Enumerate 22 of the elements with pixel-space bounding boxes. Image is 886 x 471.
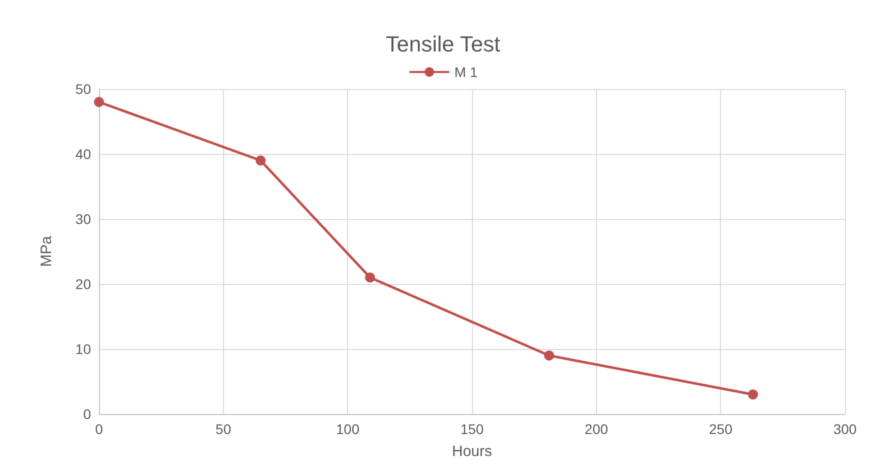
y-tick-label: 10 — [75, 341, 92, 357]
point — [94, 97, 104, 107]
legend-label: M 1 — [454, 64, 478, 80]
x-tick-label: 150 — [460, 421, 484, 437]
x-tick-label: 250 — [708, 421, 733, 437]
x-tick-label: 0 — [95, 421, 104, 437]
point — [365, 272, 376, 282]
x-tick-label: 100 — [336, 421, 360, 437]
y-tick-label: 20 — [75, 276, 92, 292]
y-tick-label: 50 — [75, 81, 92, 97]
y-tick-label: 0 — [83, 406, 92, 422]
x-axis-title: Hours — [452, 443, 492, 460]
x-tick-label: 50 — [216, 421, 232, 437]
x-tick-label: 200 — [584, 421, 608, 437]
x-tick-label: 300 — [833, 421, 857, 437]
y-tick-label: 40 — [75, 146, 92, 162]
point — [256, 156, 266, 166]
y-axis-title: MPa — [38, 235, 55, 267]
point — [544, 350, 554, 360]
chart-title: Tensile Test — [386, 32, 500, 56]
point — [748, 390, 758, 400]
y-tick-label: 30 — [75, 211, 92, 227]
